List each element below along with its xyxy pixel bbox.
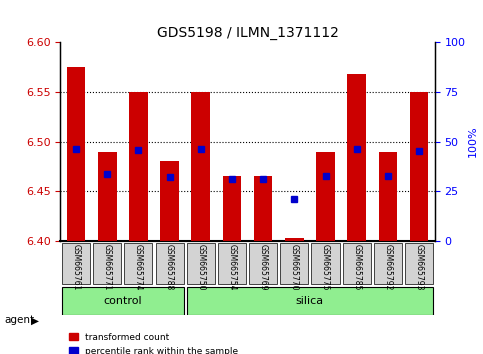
Text: GSM665754: GSM665754 bbox=[227, 244, 237, 291]
Text: silica: silica bbox=[296, 296, 324, 306]
Text: GSM665775: GSM665775 bbox=[321, 244, 330, 291]
FancyBboxPatch shape bbox=[187, 243, 215, 284]
Bar bbox=[410, 92, 428, 241]
FancyBboxPatch shape bbox=[342, 243, 371, 284]
FancyBboxPatch shape bbox=[280, 243, 308, 284]
Bar bbox=[285, 238, 304, 241]
Bar bbox=[129, 92, 148, 241]
Bar bbox=[67, 67, 85, 241]
Legend: transformed count, percentile rank within the sample: transformed count, percentile rank withi… bbox=[65, 329, 242, 354]
Text: control: control bbox=[103, 296, 142, 306]
FancyBboxPatch shape bbox=[405, 243, 433, 284]
Bar bbox=[347, 74, 366, 241]
Text: GSM665769: GSM665769 bbox=[258, 244, 268, 291]
Y-axis label: 100%: 100% bbox=[468, 126, 478, 158]
Text: GSM665771: GSM665771 bbox=[103, 244, 112, 291]
Text: GSM665792: GSM665792 bbox=[384, 244, 392, 291]
Bar bbox=[379, 152, 397, 241]
Bar bbox=[160, 161, 179, 241]
Title: GDS5198 / ILMN_1371112: GDS5198 / ILMN_1371112 bbox=[156, 26, 339, 40]
Text: GSM665793: GSM665793 bbox=[414, 244, 424, 291]
Text: agent: agent bbox=[5, 315, 35, 325]
FancyBboxPatch shape bbox=[374, 243, 402, 284]
FancyBboxPatch shape bbox=[62, 287, 184, 315]
FancyBboxPatch shape bbox=[312, 243, 340, 284]
FancyBboxPatch shape bbox=[93, 243, 121, 284]
Bar bbox=[191, 92, 210, 241]
Text: GSM665785: GSM665785 bbox=[352, 244, 361, 291]
Bar bbox=[254, 176, 272, 241]
FancyBboxPatch shape bbox=[249, 243, 277, 284]
Text: GSM665770: GSM665770 bbox=[290, 244, 299, 291]
Bar bbox=[316, 152, 335, 241]
FancyBboxPatch shape bbox=[156, 243, 184, 284]
Text: GSM665788: GSM665788 bbox=[165, 244, 174, 291]
Text: GSM665750: GSM665750 bbox=[196, 244, 205, 291]
Text: GSM665761: GSM665761 bbox=[71, 244, 81, 291]
Bar bbox=[223, 176, 242, 241]
FancyBboxPatch shape bbox=[187, 287, 433, 315]
FancyBboxPatch shape bbox=[62, 243, 90, 284]
FancyBboxPatch shape bbox=[124, 243, 153, 284]
Text: ▶: ▶ bbox=[31, 315, 40, 325]
Bar bbox=[98, 152, 116, 241]
FancyBboxPatch shape bbox=[218, 243, 246, 284]
Text: GSM665774: GSM665774 bbox=[134, 244, 143, 291]
